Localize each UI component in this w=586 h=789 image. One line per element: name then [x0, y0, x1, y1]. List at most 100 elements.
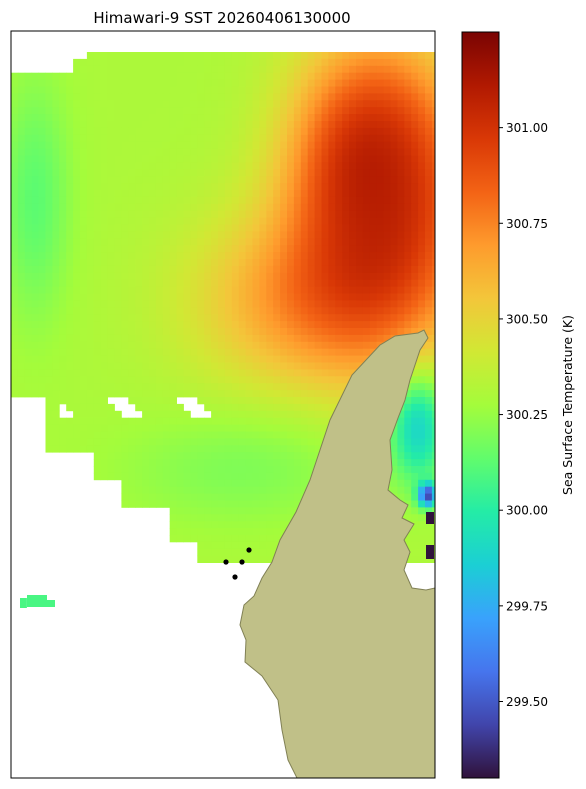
sst-cell — [59, 355, 67, 363]
sst-cell — [425, 190, 433, 198]
sst-cell — [238, 127, 246, 136]
sst-cell — [362, 72, 371, 80]
sst-cell — [397, 486, 405, 494]
sst-cell — [224, 528, 233, 536]
sst-cell — [425, 486, 433, 494]
sst-cell — [376, 86, 384, 94]
sst-cell — [128, 314, 136, 322]
sst-cell — [259, 355, 267, 363]
sst-cell — [231, 438, 240, 446]
sst-cell — [252, 183, 260, 191]
sst-cell — [59, 203, 67, 212]
sst-cell — [24, 93, 33, 101]
sst-cell — [335, 321, 343, 329]
sst-cell — [183, 203, 191, 212]
sst-cell — [411, 417, 419, 425]
sst-cell — [204, 459, 212, 467]
sst-cell — [321, 169, 329, 177]
sst-cell — [52, 79, 60, 87]
sst-cell — [176, 431, 184, 439]
sst-cell — [190, 196, 198, 205]
sst-cell — [80, 245, 88, 253]
sst-cell — [183, 217, 191, 225]
sst-cell — [135, 431, 143, 439]
sst-cell — [11, 93, 19, 101]
sst-cell — [197, 293, 205, 301]
sst-cell — [231, 279, 240, 287]
sst-cell — [252, 493, 260, 501]
sst-cell — [218, 521, 226, 529]
sst-cell — [11, 321, 19, 329]
sst-cell — [218, 466, 226, 474]
sst-cell — [259, 231, 267, 239]
sst-cell — [397, 79, 405, 87]
sst-cell — [328, 383, 336, 391]
sst-cell — [155, 203, 164, 212]
sst-cell — [369, 265, 378, 274]
sst-cell — [259, 514, 267, 522]
sst-cell — [259, 196, 267, 205]
sst-cell — [204, 369, 212, 377]
sst-cell — [328, 169, 336, 177]
sst-cell — [273, 72, 281, 80]
sst-cell — [183, 334, 191, 343]
sst-cell — [390, 466, 398, 474]
sst-cell — [418, 390, 426, 398]
sst-cell — [369, 286, 378, 294]
sst-cell — [142, 397, 150, 405]
sst-cell — [376, 72, 384, 80]
sst-cell — [11, 162, 19, 170]
sst-cell — [190, 472, 198, 481]
sst-cell — [390, 272, 398, 281]
sst-cell — [162, 93, 171, 101]
sst-cell — [100, 190, 108, 198]
sst-cell — [293, 224, 302, 232]
sst-cell — [31, 334, 39, 343]
sst-cell — [204, 238, 212, 246]
sst-cell — [293, 93, 302, 101]
sst-cell — [335, 376, 343, 384]
sst-cell — [128, 127, 136, 136]
sst-cell — [280, 348, 288, 356]
sst-cell — [183, 486, 191, 494]
sst-cell — [38, 376, 46, 384]
sst-cell — [80, 210, 88, 218]
sst-cell — [114, 410, 122, 419]
sst-cell — [231, 245, 240, 253]
sst-cell — [411, 79, 419, 87]
sst-cell — [100, 417, 108, 425]
sst-cell — [307, 72, 315, 80]
sst-cell — [80, 72, 88, 80]
sst-cell — [211, 362, 219, 370]
sst-cell — [293, 259, 302, 267]
sst-cell — [197, 355, 205, 363]
sst-cell — [114, 272, 122, 281]
sst-cell — [211, 307, 219, 315]
sst-cell — [335, 210, 343, 218]
colorbar-tick-label: 301.00 — [506, 121, 548, 135]
sst-cell — [155, 127, 164, 136]
sst-cell — [80, 431, 88, 439]
sst-cell — [73, 369, 81, 377]
sst-cell — [425, 417, 433, 425]
sst-cell — [11, 307, 19, 315]
sst-cell — [183, 445, 191, 453]
sst-cell — [190, 328, 198, 336]
sst-cell — [411, 210, 419, 218]
sst-cell — [100, 238, 108, 246]
sst-cell — [356, 210, 364, 218]
sst-cell — [280, 397, 288, 405]
sst-cell — [293, 148, 302, 156]
sst-cell — [425, 300, 433, 308]
sst-cell — [93, 183, 102, 191]
sst-cell — [100, 141, 108, 149]
sst-cell — [231, 183, 240, 191]
sst-cell — [45, 224, 53, 232]
sst-cell — [238, 307, 246, 315]
sst-cell — [287, 155, 295, 163]
sst-cell — [383, 272, 391, 281]
sst-cell — [31, 176, 39, 184]
sst-cell — [176, 341, 184, 350]
sst-cell — [356, 121, 364, 129]
sst-cell — [307, 424, 315, 432]
